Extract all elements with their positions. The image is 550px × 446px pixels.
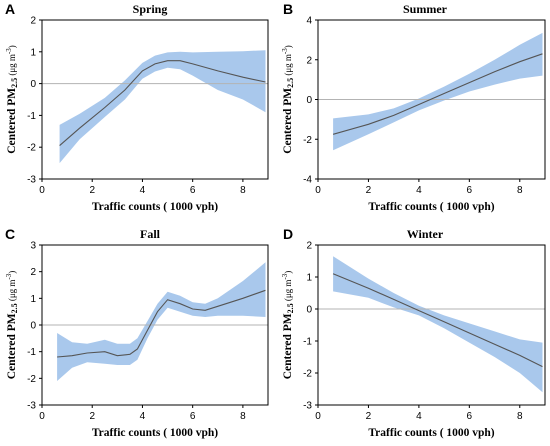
panel-c-x-tick-label: 8 [240,411,246,422]
panel-a-y-tick-label: -1 [27,111,36,122]
panel-c-y-tick-label: -1 [27,347,36,358]
panel-b-x-tick-label: 6 [467,185,473,196]
panel-a: -3 -2 -1 0 1 2 0 2 4 6 8 A Spring Traffic counts ( 10… [5,1,269,213]
panel-a-x-tick-label: 2 [89,185,95,196]
panel-d-y-tick-label: -2 [303,369,312,380]
panel-c-y-tick-label: 0 [30,321,36,332]
panel-a-frame [41,19,269,180]
panel-b: -4 -2 0 2 4 0 2 4 6 8 B Summer Traffic counts ( 1000… [281,1,546,213]
panel-b-y-tick-label: 0 [306,95,312,106]
panel-d-confidence-band [333,256,543,393]
panel-b-trend-line [332,53,543,135]
panel-b-x-tick-label: 4 [416,185,422,196]
panel-a-y-tick-label: -2 [27,143,36,154]
panel-d-x-axis-label: Traffic counts ( 1000 vph) [368,427,494,439]
panel-c-y-tick-label: 1 [30,294,36,305]
panel-c-trend-line [57,289,266,358]
panel-a-y-axis-label: Centered PM2.5 (μg m-3) [5,45,19,154]
panel-d-trend-line [332,273,543,368]
panel-c-x-axis-label: Traffic counts ( 1000 vph) [92,427,218,439]
panel-d-title: Winter [407,227,444,241]
panel-a-trend-line [59,60,266,147]
panel-b-letter: B [283,1,293,17]
panel-a-letter: A [5,1,15,17]
panel-a-title: Spring [133,2,168,16]
panel-b-confidence-band [333,32,543,151]
panel-d-x-tick-label: 4 [416,411,422,422]
panel-c-letter: C [5,226,15,242]
panel-c-y-tick-label: -3 [27,401,36,412]
panel-b-y-tick-label: -2 [303,135,312,146]
panel-a-y-tick-label: 0 [30,79,36,90]
panel-d-x-tick-label: 2 [366,411,372,422]
panel-a-confidence-band [59,50,266,164]
panel-d-y-tick-label: 2 [306,241,312,252]
panel-d-x-tick-label: 6 [467,411,473,422]
panel-a-y-tick-label: 2 [30,16,36,27]
panel-b-x-tick-label: 2 [366,185,372,196]
panel-d-y-tick-label: -3 [303,401,312,412]
panel-d-x-tick-label: 8 [517,411,523,422]
panel-a-x-axis-label: Traffic counts ( 1000 vph) [92,201,218,213]
panel-d-y-tick-label: 1 [306,273,312,284]
panel-c-confidence-band [57,262,266,381]
panel-b-title: Summer [403,2,448,16]
panel-a-y-tick-label: 1 [30,47,36,58]
panel-b-y-tick-label: -4 [303,175,312,186]
panel-a-x-tick-label: 8 [240,185,246,196]
panel-c-y-tick-label: 3 [30,241,36,252]
panel-d-y-tick-label: 0 [306,305,312,316]
panel-a-x-tick-label: 6 [190,185,196,196]
panel-d-y-tick-label: -1 [303,337,312,348]
panel-b-x-axis-label: Traffic counts ( 1000 vph) [368,201,494,213]
panel-b-y-axis-label: Centered PM2.5 (μg m-3) [281,45,295,154]
panel-b-x-tick-label: 0 [315,185,321,196]
panel-c-x-tick-label: 2 [89,411,95,422]
panel-c-x-tick-label: 0 [39,411,45,422]
panel-d: -3 -2 -1 0 1 2 0 2 4 6 8 D Winter Traffic counts ( 10… [281,226,546,439]
panel-d-letter: D [283,226,293,242]
panel-c-y-tick-label: -2 [27,374,36,385]
panel-c-x-tick-label: 6 [190,411,196,422]
panel-d-frame [317,244,546,406]
panel-d-x-tick-label: 0 [315,411,321,422]
panel-c: -3 -2 -1 0 1 2 3 0 2 4 6 8 C Fall Traffic counts ( 100… [5,226,269,439]
panel-a-x-tick-label: 0 [39,185,45,196]
panel-c-y-axis-label: Centered PM2.5 (μg m-3) [5,271,19,380]
panel-b-y-tick-label: 4 [306,16,312,27]
panel-c-title: Fall [140,227,161,241]
panel-a-x-tick-label: 4 [140,185,146,196]
panel-b-x-tick-label: 8 [517,185,523,196]
panel-c-x-tick-label: 4 [140,411,146,422]
panel-c-y-tick-label: 2 [30,267,36,278]
panel-d-y-axis-label: Centered PM2.5 (μg m-3) [281,271,295,380]
panel-a-y-tick-label: -3 [27,175,36,186]
panel-b-y-tick-label: 2 [306,55,312,66]
